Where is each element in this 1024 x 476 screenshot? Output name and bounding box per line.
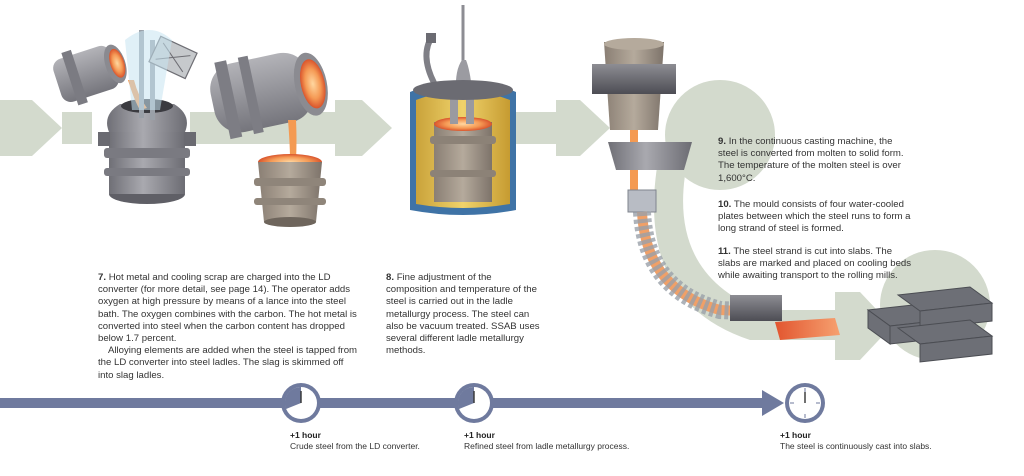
- steel-ladle: [254, 154, 326, 227]
- timeline-arrowhead: [762, 390, 784, 416]
- tapping-converter: [210, 52, 328, 160]
- ld-converter: [53, 30, 198, 204]
- timeline-caption: Crude steel from the LD converter.: [290, 441, 420, 451]
- step-10-note: 10. The mould consists of four water-coo…: [718, 199, 914, 236]
- timeline-caption: The steel is continuously cast into slab…: [780, 441, 932, 451]
- step-7-paragraph-2: Alloying elements are added when the ste…: [98, 345, 358, 381]
- timeline-duration: +1 hour: [290, 430, 321, 440]
- timeline-caption: Refined steel from ladle metallurgy proc…: [464, 441, 630, 451]
- step-number: 11.: [718, 246, 731, 257]
- hot-slab: [775, 318, 840, 340]
- step-10-paragraph-1: 10. The mould consists of four water-coo…: [718, 199, 911, 235]
- timeline-label-2: +1 hour Refined steel from ladle metallu…: [464, 430, 629, 452]
- flow-arrow-2: [335, 100, 392, 156]
- step-9-note: 9. In the continuous casting machine, th…: [718, 136, 914, 185]
- clock-icon: [281, 383, 321, 423]
- flow-band-1: [62, 112, 92, 144]
- step-7-paragraph-1: 7. Hot metal and cooling scrap are charg…: [98, 272, 357, 345]
- clock-icon: [454, 383, 494, 423]
- flow-arrow-1: [0, 100, 62, 156]
- step-number: 7.: [98, 272, 107, 283]
- slab-stack: [866, 286, 994, 363]
- timeline-label-1: +1 hour Crude steel from the LD converte…: [290, 430, 420, 452]
- step-number: 10.: [718, 199, 732, 210]
- continuous-caster: [592, 38, 840, 340]
- step-8-paragraph-1: 8. Fine adjustment of the composition an…: [386, 272, 540, 357]
- process-flow-band: [0, 80, 990, 360]
- timeline-label-3: +1 hour The steel is continuously cast i…: [780, 430, 932, 452]
- timeline: [0, 383, 825, 423]
- clock-icon: [785, 383, 825, 423]
- flow-arrow-4: [835, 292, 892, 360]
- step-9-paragraph-1: 9. In the continuous casting machine, th…: [718, 136, 904, 184]
- step-7-note: 7. Hot metal and cooling scrap are charg…: [98, 272, 360, 382]
- step-number: 9.: [718, 136, 727, 147]
- timeline-duration: +1 hour: [464, 430, 495, 440]
- step-number: 8.: [386, 272, 395, 283]
- step-11-paragraph-1: 11. The steel strand is cut into slabs. …: [718, 246, 912, 282]
- timeline-duration: +1 hour: [780, 430, 811, 440]
- step-8-note: 8. Fine adjustment of the composition an…: [386, 272, 544, 357]
- flow-arrow-3: [556, 100, 610, 156]
- vacuum-vessel: [410, 5, 516, 215]
- timeline-bar: [0, 398, 765, 408]
- step-11-note: 11. The steel strand is cut into slabs. …: [718, 246, 914, 283]
- flow-disc-caster: [665, 80, 775, 190]
- flow-curve-caster: [654, 150, 840, 340]
